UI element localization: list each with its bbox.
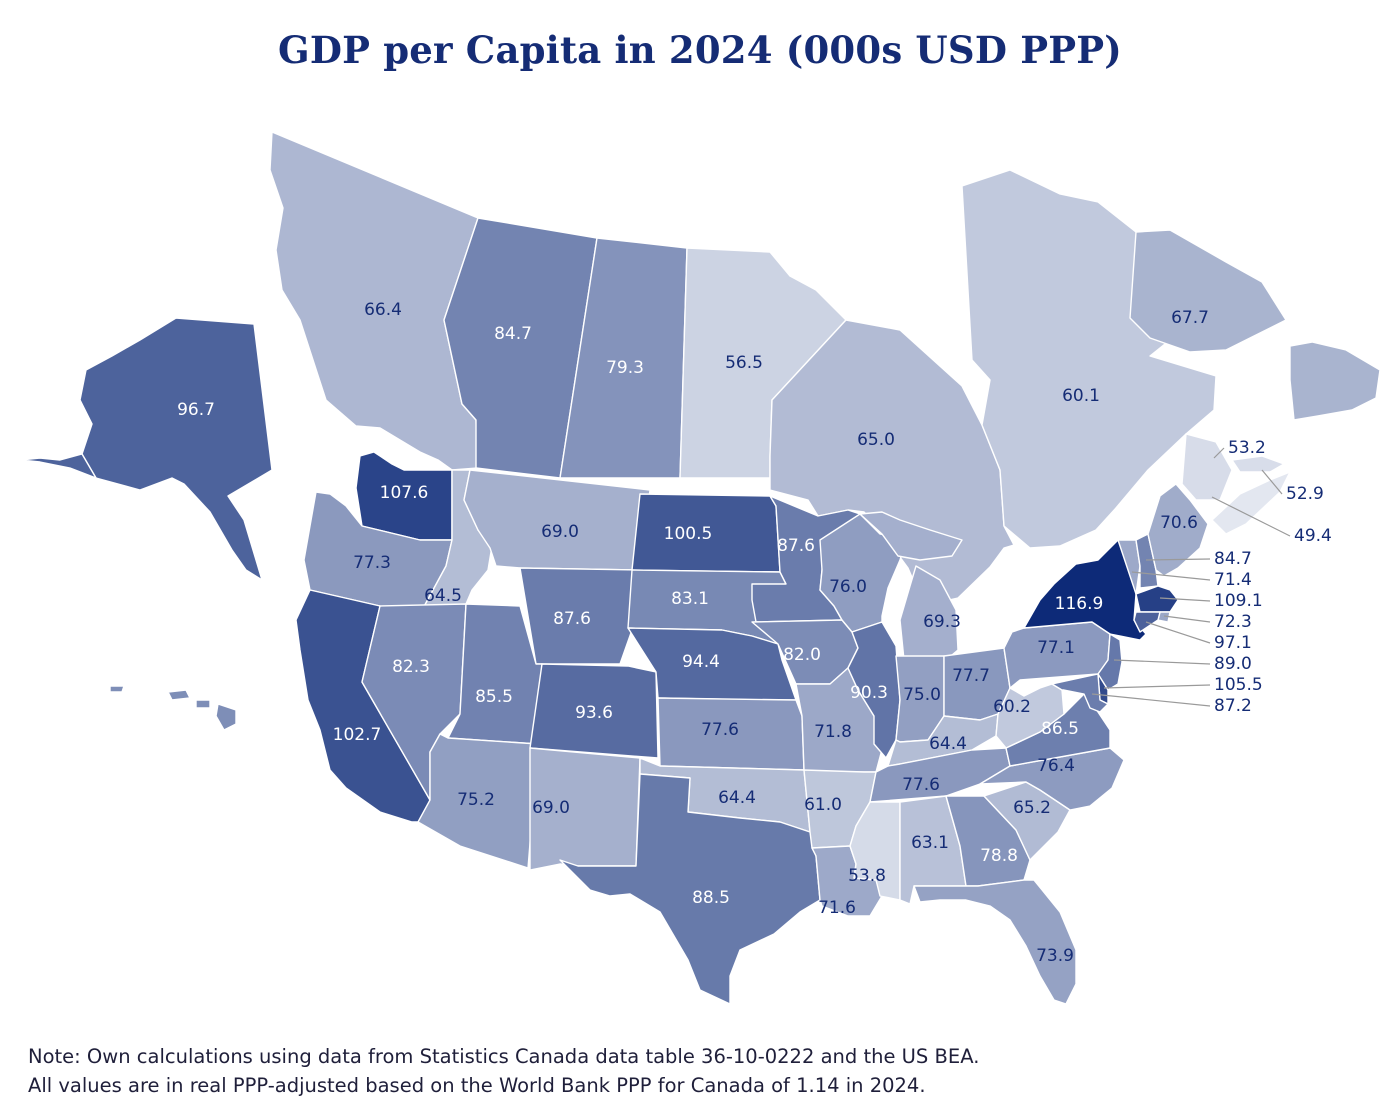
value-label-indiana: 75.0: [903, 685, 941, 705]
region-new-brunswick: [1181, 433, 1233, 501]
region-alaska-peninsula: [19, 453, 97, 479]
value-label-georgia: 78.8: [980, 846, 1018, 866]
value-label-oregon: 77.3: [353, 553, 391, 573]
value-label-new-hampshire: 84.7: [1214, 549, 1252, 569]
choropleth-map: 66.4 84.7 79.3 56.5 65.0 60.1 67.7 96.7 81.3 107.…: [19, 131, 1381, 1005]
value-label-alberta: 84.7: [494, 324, 532, 344]
leader-line-vermont: [1131, 571, 1211, 581]
value-label-nebraska: 94.4: [682, 652, 720, 672]
value-label-california: 102.7: [333, 725, 382, 745]
region-hawaii-main: [215, 703, 237, 731]
value-label-maine: 70.6: [1160, 513, 1198, 533]
value-label-minnesota: 87.6: [777, 536, 815, 556]
value-label-tennessee: 77.6: [902, 775, 940, 795]
value-label-north-dakota: 100.5: [664, 524, 713, 544]
region-michigan-upper: [859, 511, 963, 561]
value-label-wisconsin: 76.0: [829, 577, 867, 597]
region-montana: [463, 469, 651, 571]
region-missouri: [795, 667, 885, 773]
value-label-new-york: 116.9: [1055, 594, 1104, 614]
value-label-quebec: 60.1: [1062, 386, 1100, 406]
value-label-maryland: 87.2: [1214, 696, 1252, 716]
leader-line-nova-scotia: [1211, 496, 1291, 537]
value-label-ontario: 65.0: [857, 430, 895, 450]
value-label-nevada: 82.3: [392, 657, 430, 677]
value-label-pennsylvania: 77.1: [1037, 638, 1075, 658]
region-maryland: [1051, 673, 1109, 713]
value-label-delaware: 105.5: [1214, 675, 1263, 695]
leader-line-connecticut: [1145, 621, 1211, 644]
leader-line-new-jersey: [1113, 659, 1211, 665]
value-label-north-carolina: 76.4: [1037, 756, 1075, 776]
value-label-rhode-island: 72.3: [1214, 612, 1252, 632]
region-nova-scotia: [1211, 471, 1291, 535]
value-label-new-mexico: 69.0: [532, 798, 570, 818]
region-maine: [1147, 483, 1209, 577]
value-label-florida: 73.9: [1036, 946, 1074, 966]
value-label-utah: 85.5: [475, 687, 513, 707]
value-label-arizona: 75.2: [457, 790, 495, 810]
region-florida: [913, 879, 1077, 1005]
value-label-west-virginia: 60.2: [993, 697, 1031, 717]
region-illinois: [847, 621, 901, 759]
region-newfoundland-island: [1289, 341, 1381, 421]
value-label-iowa: 82.0: [783, 645, 821, 665]
value-label-new-jersey: 89.0: [1214, 654, 1252, 674]
value-label-saskatchewan: 79.3: [606, 358, 644, 378]
leader-line-rhode-island: [1163, 615, 1211, 623]
value-label-missouri: 71.8: [814, 722, 852, 742]
value-label-south-carolina: 65.2: [1013, 798, 1051, 818]
value-label-connecticut: 97.1: [1214, 633, 1252, 653]
value-label-kentucky: 64.4: [929, 734, 967, 754]
leader-line-new-hampshire: [1145, 558, 1211, 561]
footnote-line-2: All values are in real PPP-adjusted base…: [28, 1074, 926, 1097]
region-texas: [559, 773, 821, 1005]
value-label-michigan: 69.3: [923, 612, 961, 632]
value-label-massachusetts: 109.1: [1214, 591, 1263, 611]
value-label-oklahoma: 64.4: [718, 788, 756, 808]
region-new-jersey: [1097, 633, 1123, 691]
value-label-texas: 88.5: [692, 888, 730, 908]
region-hawaii-islands: [109, 685, 211, 709]
value-label-alabama: 63.1: [911, 833, 949, 853]
value-label-british-columbia: 66.4: [364, 300, 402, 320]
region-prince-edward-island: [1231, 455, 1285, 473]
value-label-newfoundland-and-labrador: 67.7: [1171, 308, 1209, 328]
region-wyoming: [519, 567, 641, 665]
footnote-line-1: Note: Own calculations using data from S…: [28, 1045, 980, 1068]
value-label-virginia: 86.5: [1041, 719, 1079, 739]
value-label-washington: 107.6: [380, 483, 429, 503]
value-label-louisiana: 71.6: [818, 898, 856, 918]
region-quebec: [961, 169, 1227, 549]
leader-line-prince-edward-island: [1261, 469, 1283, 495]
value-label-manitoba: 56.5: [725, 353, 763, 373]
region-mississippi: [849, 801, 901, 901]
region-newfoundland-and-labrador: [1129, 229, 1287, 353]
value-label-new-brunswick: 53.2: [1228, 438, 1266, 458]
value-label-arkansas: 61.0: [804, 795, 842, 815]
leader-line-maryland: [1091, 693, 1211, 707]
value-label-vermont: 71.4: [1214, 570, 1252, 590]
region-alaska: [79, 317, 273, 581]
value-label-montana: 69.0: [541, 522, 579, 542]
value-label-kansas: 77.6: [701, 720, 739, 740]
leader-line-delaware: [1103, 684, 1211, 689]
leader-line-new-brunswick: [1213, 447, 1225, 459]
value-label-illinois: 90.3: [850, 683, 888, 703]
value-label-hawaii: 81.3: [156, 713, 194, 733]
value-label-south-dakota: 83.1: [671, 589, 709, 609]
region-nebraska: [627, 627, 797, 701]
map-title: GDP per Capita in 2024 (000s USD PPP): [278, 28, 1122, 72]
value-label-idaho: 64.5: [424, 586, 462, 606]
leader-line-massachusetts: [1159, 597, 1211, 602]
region-colorado: [529, 663, 659, 759]
value-label-colorado: 93.6: [575, 703, 613, 723]
value-label-alaska: 96.7: [177, 400, 215, 420]
value-label-mississippi: 53.8: [848, 866, 886, 886]
value-label-ohio: 77.7: [952, 666, 990, 686]
value-label-nova-scotia: 49.4: [1294, 526, 1332, 546]
value-label-prince-edward-island: 52.9: [1286, 484, 1324, 504]
value-label-wyoming: 87.6: [553, 609, 591, 629]
footnote: Note: Own calculations using data from S…: [28, 1042, 1378, 1100]
